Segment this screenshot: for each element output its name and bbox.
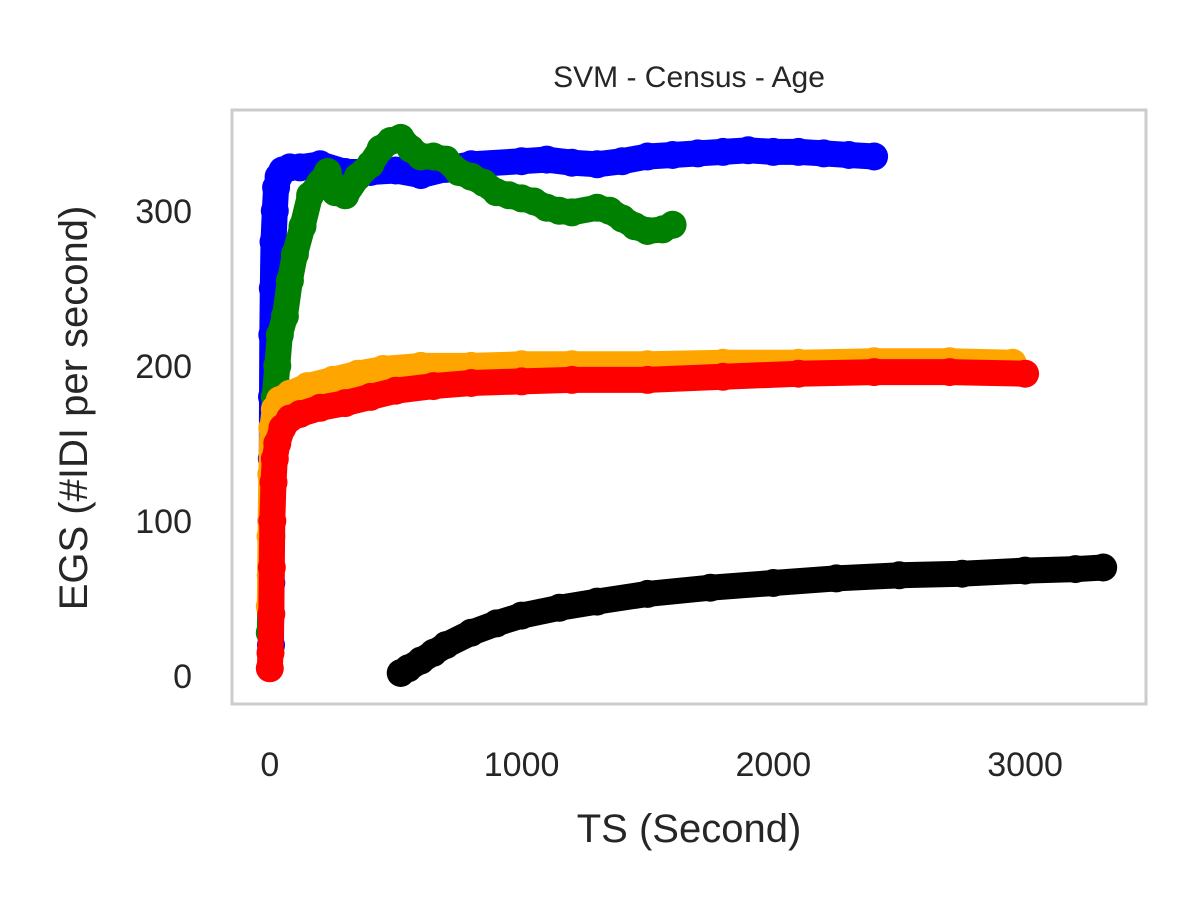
series-1	[255, 123, 687, 647]
series-3-point-2	[257, 600, 286, 628]
plot-marks	[255, 123, 1118, 687]
series-3-point-19	[633, 365, 662, 394]
series-2-point-10	[369, 355, 398, 383]
series-4-point-10	[633, 579, 662, 608]
chart-title: SVM - Census - Age	[553, 61, 825, 94]
series-2-point-11	[406, 351, 435, 380]
y-tick-label: 100	[135, 503, 192, 541]
series-0-point-30	[734, 136, 763, 165]
series-0-point-17	[381, 156, 410, 185]
series-2-point-7	[293, 372, 322, 401]
series-1-point-12	[288, 212, 317, 241]
series-0-point-32	[784, 137, 813, 166]
y-axis-label: EGS (#IDI per second)	[52, 206, 96, 611]
series-1-point-7	[263, 351, 292, 380]
y-tick-label: 200	[135, 348, 192, 386]
y-tick-labels: 0 100 200 300	[135, 193, 192, 696]
series-0-point-23	[557, 148, 586, 177]
series-3-point-4	[258, 507, 287, 535]
series-4-point-16	[1011, 556, 1040, 585]
x-tick-label: 1000	[484, 746, 560, 784]
series-1-point-36	[557, 198, 586, 227]
series-3-point-3	[257, 553, 286, 582]
series-0-point-35	[860, 142, 889, 171]
series-4-point-12	[759, 569, 788, 597]
series-3-point-24	[1011, 359, 1040, 388]
series-2-point-9	[343, 359, 372, 388]
series-0-point-25	[608, 147, 637, 176]
series-4-point-14	[885, 561, 914, 590]
series-3-line	[256, 359, 1039, 682]
series-4-point-6	[482, 609, 511, 638]
series-1-point-43	[658, 210, 687, 239]
x-tick-label: 3000	[987, 746, 1063, 784]
plot-frame	[230, 108, 1148, 706]
series-4-point-15	[948, 559, 977, 588]
series-3-point-11	[306, 393, 335, 422]
series-2-point-8	[318, 365, 347, 394]
series-3-point-16	[457, 369, 486, 397]
series-0-point-28	[683, 139, 712, 168]
series-4-point-7	[507, 601, 536, 630]
series-3-point-5	[259, 468, 288, 497]
series-3-point-18	[557, 365, 586, 394]
series-1-point-11	[280, 240, 309, 269]
series-1-point-10	[275, 266, 304, 295]
series-4-point-17	[1061, 555, 1090, 584]
series-4-point-8	[545, 593, 574, 622]
x-tick-labels: 0 1000 2000 3000	[260, 746, 1063, 784]
series-0-point-24	[583, 150, 612, 179]
series-3-point-21	[784, 359, 813, 388]
series-0-point-27	[658, 141, 687, 169]
series-1-point-9	[270, 302, 299, 331]
series-3-point-1	[256, 638, 285, 667]
series-3-point-23	[935, 358, 964, 387]
series-3-point-12	[331, 389, 360, 418]
series-3-point-17	[507, 367, 536, 396]
series-3-point-14	[381, 376, 410, 405]
series-0-point-31	[759, 137, 788, 166]
series-3-point-13	[356, 382, 385, 411]
series-4-point-4	[432, 631, 460, 660]
series-4-point-9	[583, 587, 612, 616]
series-0-point-33	[809, 139, 838, 168]
series-0-point-22	[532, 145, 561, 174]
series-4-point-11	[696, 573, 725, 602]
y-tick-label: 0	[173, 658, 192, 696]
series-4-point-18	[1089, 553, 1118, 582]
series-3-point-20	[709, 362, 737, 391]
series-0-point-34	[834, 141, 863, 169]
series-0-point-7	[259, 227, 288, 256]
x-axis-label: TS (Second)	[577, 807, 802, 851]
series-4	[386, 553, 1118, 687]
series-0-point-26	[633, 142, 662, 171]
series-0-point-21	[507, 147, 536, 176]
series-0-point-8	[260, 196, 289, 225]
series-3	[255, 358, 1040, 683]
y-tick-label: 300	[135, 193, 192, 231]
series-3-point-22	[860, 358, 889, 387]
series-4-point-5	[457, 618, 486, 647]
series-0-point-29	[709, 137, 737, 166]
series-3-point-15	[419, 372, 448, 401]
x-tick-label: 0	[260, 746, 279, 784]
series-4-point-13	[822, 564, 851, 593]
x-tick-label: 2000	[735, 746, 811, 784]
